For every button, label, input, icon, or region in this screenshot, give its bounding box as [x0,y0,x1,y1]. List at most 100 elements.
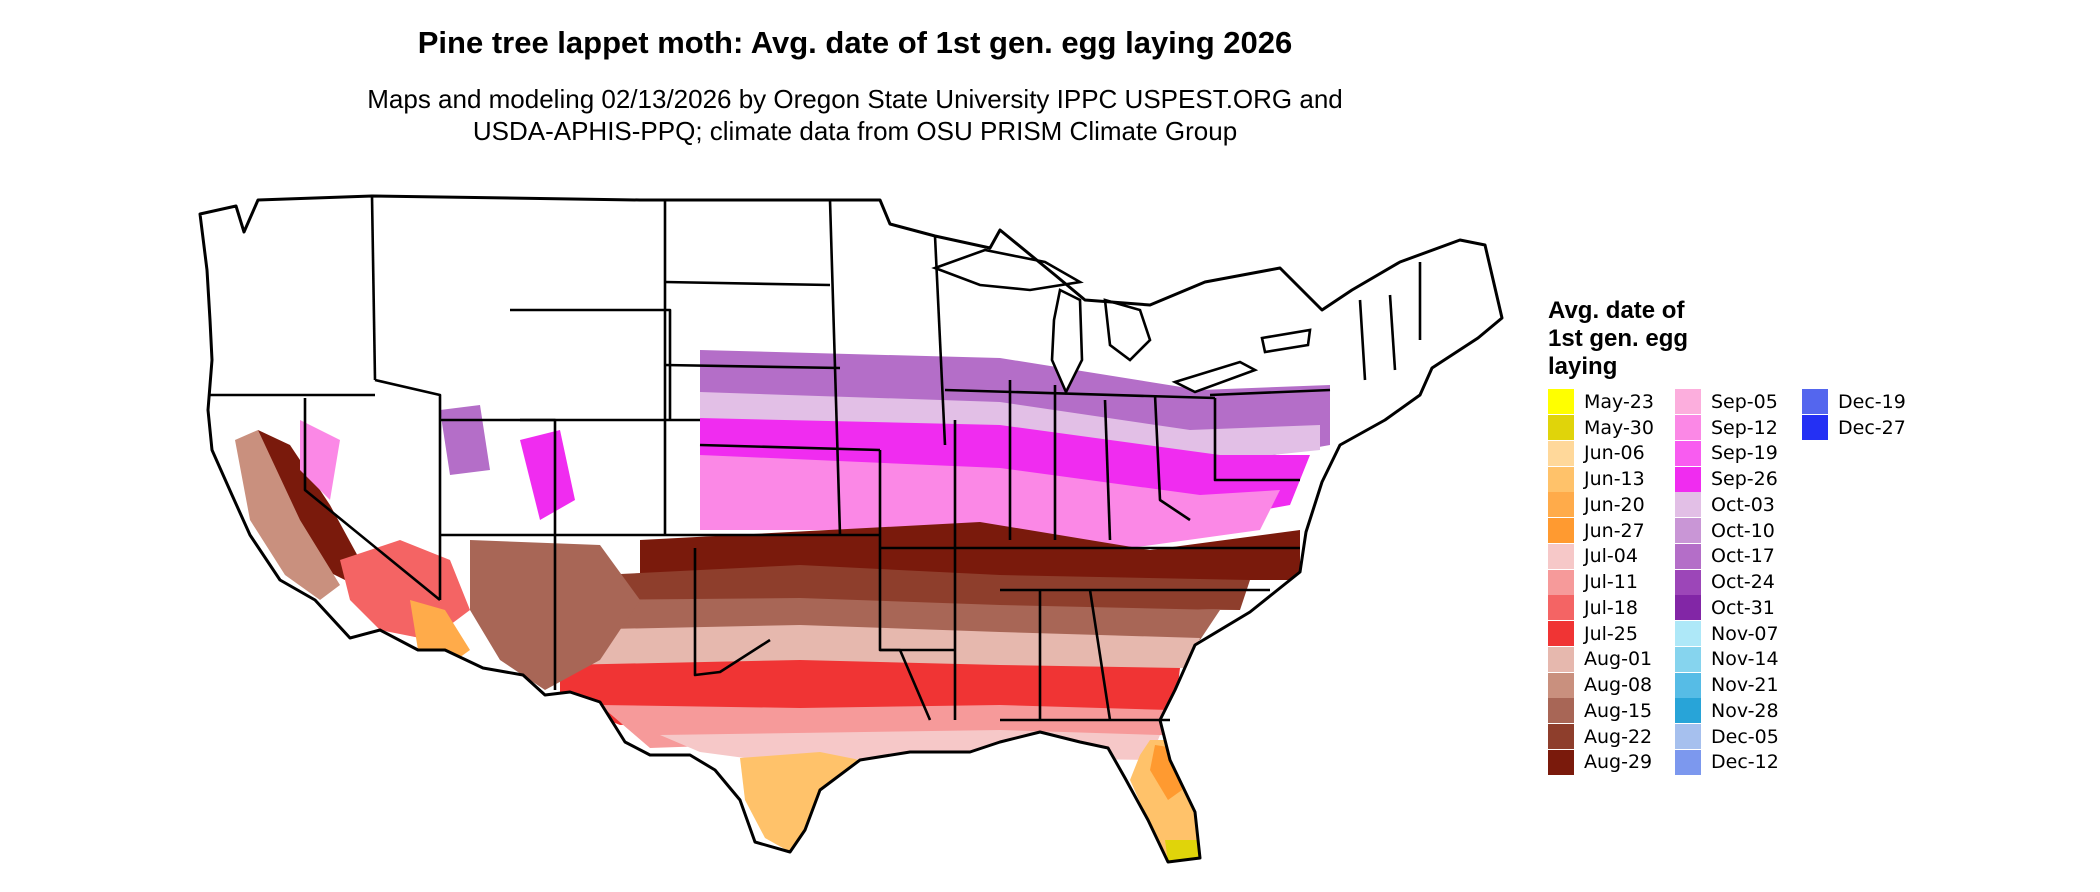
legend-swatch [1675,466,1701,492]
legend-label: Jul-18 [1584,596,1638,619]
development-zones [235,350,1330,862]
legend-swatch [1675,646,1701,672]
legend-item: Jul-04 [1548,543,1654,570]
legend-swatch [1548,724,1574,750]
legend-label: Dec-05 [1711,725,1779,748]
legend-swatch [1548,543,1574,569]
legend-swatch [1675,389,1701,415]
border-plains-6 [828,199,842,536]
border-west-4 [374,378,442,600]
legend-label: Oct-03 [1711,493,1775,516]
border-texas [693,548,771,677]
legend-item: Jul-18 [1548,595,1654,621]
legend-item: Jun-20 [1548,492,1654,518]
zone-may-30 [1165,840,1200,862]
legend-item: Sep-19 [1675,440,1779,467]
legend-label: Oct-31 [1711,596,1775,619]
legend-label: Jun-13 [1584,468,1645,491]
legend-label: Dec-27 [1838,416,1906,439]
legend-item: Nov-28 [1675,698,1779,724]
legend-swatch [1675,749,1701,775]
legend-label: Sep-12 [1711,416,1778,439]
legend-swatch [1548,569,1574,595]
legend-item: Oct-31 [1675,595,1779,621]
legend-swatch [1675,595,1701,621]
legend-swatch [1675,672,1701,698]
legend-item: Dec-12 [1675,749,1779,776]
legend-item: Sep-26 [1675,466,1779,492]
lake-erie [1171,360,1259,394]
legend-label: Aug-15 [1584,699,1653,722]
legend-label: Jul-04 [1584,545,1638,568]
legend-column-1: May-23 May-30 Jun-06 Jun-13 Jun-20 Jun-27 Jul-… [1548,389,1654,775]
legend-swatch [1675,518,1701,544]
legend-label: Jul-25 [1584,622,1638,645]
zone-sep-12 [700,455,1280,548]
legend-swatch [1675,621,1701,647]
legend-column-2: Sep-05 Sep-12 Sep-19 Sep-26 Oct-03 Oct-10 Oct-… [1675,389,1779,775]
legend-item: Sep-05 [1675,389,1779,415]
legend-swatch [1548,595,1574,621]
legend-label: Aug-29 [1584,751,1653,774]
zone-sep-26-west [520,430,575,520]
legend-swatch [1548,466,1574,492]
legend-item: Aug-08 [1548,672,1654,698]
legend-swatch [1548,749,1574,775]
us-map [198,194,1504,864]
legend-item: Aug-01 [1548,646,1654,673]
legend-title-line-1: Avg. date of [1548,297,1685,324]
legend-swatch [1548,621,1574,647]
legend-label: Jul-11 [1584,571,1638,594]
border-south-6 [1088,589,1112,721]
legend-item: Jul-25 [1548,621,1654,647]
legend-swatch [1548,672,1574,698]
state-borders [208,195,1422,722]
legend-item: May-30 [1548,415,1654,441]
legend-swatch [1548,415,1574,441]
legend-item: Jun-27 [1548,518,1654,544]
legend-title-line-3: laying [1548,353,1618,380]
legend-item: Oct-17 [1675,543,1779,570]
legend-item: Nov-14 [1675,646,1779,673]
legend-swatch [1548,440,1574,466]
border-northeast-2 [1213,398,1300,482]
legend-title-line-2: 1st gen. egg [1548,325,1689,352]
zone-sep-12-west [300,420,340,500]
map-subtitle-line-2: USDA-APHIS-PPQ; climate data from OSU PR… [472,116,1238,146]
legend-swatch [1548,698,1574,724]
legend-label: Dec-19 [1838,390,1906,413]
legend-label: May-23 [1584,390,1654,413]
lake-superior [931,248,1084,292]
legend-item: Sep-12 [1675,415,1779,441]
legend-item: Aug-29 [1548,749,1654,776]
legend-label: Oct-24 [1711,571,1775,594]
border-west-1 [370,195,377,381]
legend-swatch [1548,646,1574,672]
great-lakes [931,248,1312,396]
lake-michigan [1050,288,1084,396]
zone-jul-04 [660,730,1160,760]
legend-item: Jul-11 [1548,569,1654,595]
legend-label: Aug-08 [1584,674,1653,697]
legend-label: Jun-27 [1584,519,1645,542]
border-mountain-1 [510,308,672,420]
legend-label: Oct-10 [1711,519,1775,542]
legend-item: Dec-27 [1802,415,1906,441]
legend-swatch [1675,724,1701,750]
legend-label: Nov-28 [1711,699,1779,722]
border-plains-4 [699,443,881,452]
lake-huron [1103,298,1152,362]
legend-item: Nov-07 [1675,621,1779,647]
legend-label: Nov-14 [1711,648,1779,671]
legend-swatch [1548,492,1574,518]
legend-label: Jun-20 [1584,493,1645,516]
legend-item: Nov-21 [1675,672,1779,698]
legend-swatch [1548,389,1574,415]
legend-title: Avg. date of 1st gen. egg laying [1548,297,1748,381]
legend-label: Sep-19 [1711,442,1778,465]
legend-item: Jun-13 [1548,466,1654,492]
legend-swatch [1548,518,1574,544]
zone-oct-17-nevada [440,405,490,475]
border-plains-3 [664,363,841,370]
